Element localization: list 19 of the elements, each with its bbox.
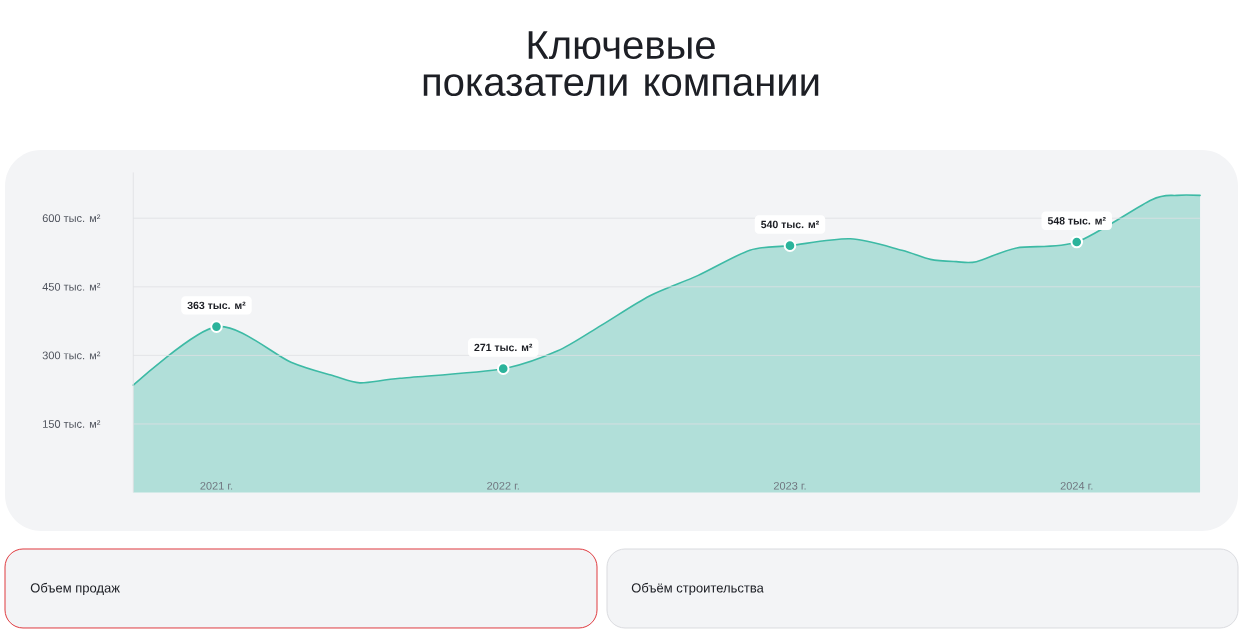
y-tick-label: 600 тыс. м²	[42, 214, 101, 223]
y-tick-label: 150 тыс. м²	[43, 420, 101, 428]
point	[210, 320, 223, 333]
data-label: 271 тыс. м²	[474, 343, 533, 352]
data-label: 363 тыс. м²	[187, 301, 246, 310]
text: Объём строительства	[631, 582, 764, 596]
x-tick-label: 2023 г.	[773, 481, 806, 490]
x-tick-label: 2022 г.	[487, 481, 519, 490]
x-tick-label: 2021 г.	[200, 481, 233, 490]
point	[1070, 235, 1084, 249]
x-tick-label: 2024 г.	[1060, 481, 1093, 490]
data-label: 548 тыс. м²	[1047, 217, 1106, 225]
point	[496, 362, 510, 375]
y-tick-label: 450 тыс. м²	[42, 282, 101, 291]
text: Объем продаж	[30, 582, 120, 596]
y-tick-label: 300 тыс. м²	[42, 351, 101, 360]
chart-title: Ключевые показатели компании	[423, 31, 819, 97]
point	[783, 239, 797, 252]
data-label: 540 тыс. м²	[761, 220, 819, 229]
